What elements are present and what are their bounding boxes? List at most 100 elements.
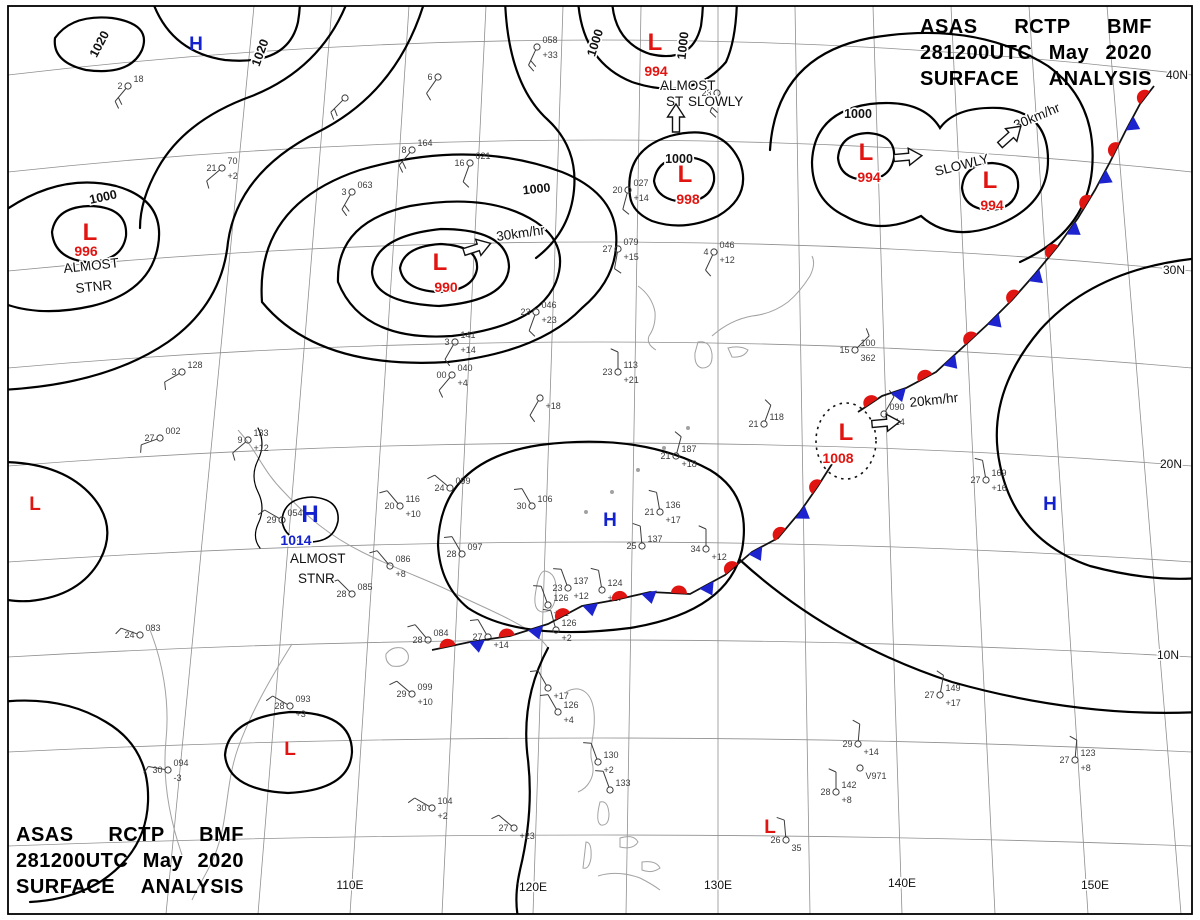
coastline bbox=[694, 341, 713, 369]
station-circle bbox=[594, 758, 602, 766]
station-circle bbox=[286, 702, 294, 710]
wind-barb bbox=[337, 579, 351, 593]
wind-barb bbox=[598, 570, 602, 588]
wind-barb-tick bbox=[711, 106, 718, 114]
wind-barb bbox=[528, 314, 536, 331]
station-circle bbox=[136, 631, 144, 639]
wind-barb bbox=[477, 619, 487, 635]
wind-barb bbox=[550, 610, 556, 628]
station-pressure: 054 bbox=[288, 508, 303, 518]
station-temp: 27 bbox=[1059, 755, 1069, 765]
wind-barb bbox=[376, 550, 389, 564]
wind-barb bbox=[330, 99, 344, 113]
wind-barb-tick bbox=[341, 209, 348, 217]
wind-barb bbox=[264, 509, 280, 519]
station-pressure: 149 bbox=[946, 683, 961, 693]
station-circle bbox=[713, 89, 721, 97]
station-plot: V971 bbox=[856, 764, 887, 781]
wind-barb-tick bbox=[776, 816, 785, 821]
station-circle bbox=[434, 73, 442, 81]
station-circle bbox=[278, 516, 286, 524]
wind-barb bbox=[705, 254, 714, 271]
station-pressure: 104 bbox=[438, 796, 453, 806]
movement-annotation: STNR bbox=[298, 571, 335, 586]
station-circle bbox=[124, 82, 132, 90]
wind-barb-tick bbox=[407, 624, 416, 628]
station-plot: 34 +12 bbox=[690, 525, 727, 562]
station-temp: 9 bbox=[237, 435, 242, 445]
isobar-label: 1000 bbox=[665, 152, 693, 166]
movement-arrow-icon bbox=[462, 238, 492, 257]
cold-front-symbol bbox=[527, 625, 544, 640]
movement-arrow-icon bbox=[892, 146, 924, 167]
station-aux: +21 bbox=[624, 375, 639, 385]
station-aux: 362 bbox=[861, 353, 876, 363]
station-plot: 28 097 bbox=[443, 536, 483, 559]
pressure-center-value: 998 bbox=[676, 191, 700, 207]
wind-barb bbox=[148, 766, 166, 770]
station-temp: 28 bbox=[820, 787, 830, 797]
station-plot: 23 137 +12 bbox=[552, 568, 589, 601]
wind-barb-tick bbox=[427, 474, 435, 480]
station-circle bbox=[982, 476, 990, 484]
low-center: L bbox=[764, 817, 776, 838]
graticule-line bbox=[441, 6, 487, 914]
station-circle bbox=[832, 788, 840, 796]
station-plot: 27 123 +8 bbox=[1059, 735, 1096, 773]
station-plot: 29 054 bbox=[257, 508, 303, 525]
warm-front-symbol bbox=[498, 628, 515, 638]
wind-barb bbox=[547, 694, 557, 710]
pressure-center-letter: L bbox=[29, 494, 41, 515]
movement-arrow-icon bbox=[996, 125, 1022, 149]
pressure-center-letter: H bbox=[301, 501, 318, 528]
front-line bbox=[857, 85, 1155, 413]
isobar-line bbox=[515, 646, 550, 914]
coastline bbox=[385, 647, 409, 667]
station-circle bbox=[624, 186, 632, 194]
station-temp: 2 bbox=[117, 81, 122, 91]
low-center: L 1008 bbox=[821, 419, 855, 468]
graticule-line bbox=[8, 241, 1192, 272]
isobar-line bbox=[53, 16, 145, 73]
wind-barb bbox=[529, 400, 539, 416]
station-circle bbox=[544, 684, 552, 692]
station-temp: 28 bbox=[446, 549, 456, 559]
movement-annotation: ALMOST bbox=[660, 78, 716, 93]
movement-annotation: ALMOST bbox=[290, 551, 346, 566]
latitude-label: 30N bbox=[1163, 263, 1185, 277]
wind-barb-tick bbox=[443, 536, 453, 538]
wind-barb bbox=[498, 814, 512, 827]
graticule-line bbox=[257, 6, 333, 914]
station-circle bbox=[532, 308, 540, 316]
station-temp: 21 bbox=[644, 507, 654, 517]
graticule-layer bbox=[8, 6, 1192, 914]
cold-front-symbol bbox=[699, 581, 714, 596]
wind-barb bbox=[885, 396, 895, 412]
wind-barb-tick bbox=[529, 415, 536, 423]
isobar-line bbox=[8, 699, 150, 904]
wind-barb-tick bbox=[705, 269, 712, 277]
wind-barb bbox=[164, 373, 180, 383]
isobar-line bbox=[281, 496, 339, 543]
station-pressure: 126 bbox=[554, 593, 569, 603]
stationary-front bbox=[857, 85, 1155, 413]
isobar-line bbox=[370, 227, 511, 308]
station-pressure: 084 bbox=[434, 628, 449, 638]
station-circle bbox=[446, 484, 454, 492]
wind-barb bbox=[537, 670, 547, 686]
isobar-line bbox=[504, 6, 576, 260]
station-temp: 27 bbox=[924, 690, 934, 700]
station-pressure: 130 bbox=[604, 750, 619, 760]
wind-barb-tick bbox=[698, 525, 707, 530]
station-temp: 27 bbox=[498, 823, 508, 833]
station-temp: 24 bbox=[434, 483, 444, 493]
movement-arrow-icon bbox=[666, 102, 686, 133]
station-pressure: 079 bbox=[624, 237, 639, 247]
graticule-line bbox=[8, 834, 1192, 847]
wind-barb-tick bbox=[344, 204, 350, 212]
station-pressure: 094 bbox=[174, 758, 189, 768]
station-aux: +33 bbox=[543, 50, 558, 60]
coastline bbox=[597, 801, 610, 826]
